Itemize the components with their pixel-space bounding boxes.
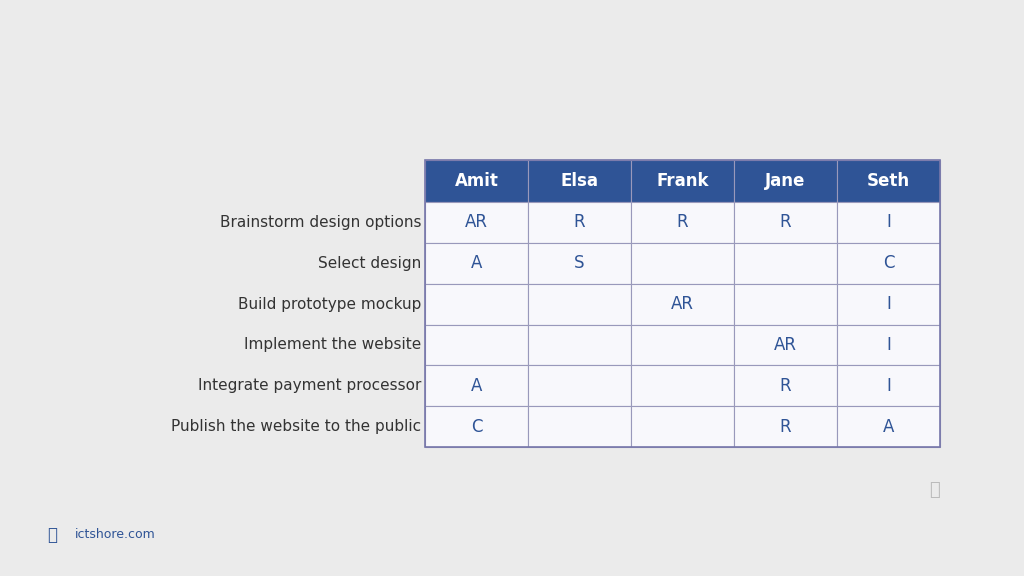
Bar bbox=[528, 243, 631, 283]
Bar bbox=[837, 160, 940, 202]
Bar bbox=[528, 283, 631, 324]
Text: C: C bbox=[471, 418, 482, 435]
Bar bbox=[631, 160, 734, 202]
Bar bbox=[425, 160, 940, 447]
Text: AR: AR bbox=[671, 295, 694, 313]
Text: Seth: Seth bbox=[867, 172, 910, 190]
Text: Jane: Jane bbox=[765, 172, 806, 190]
Bar bbox=[528, 406, 631, 447]
Text: Elsa: Elsa bbox=[560, 172, 598, 190]
Bar bbox=[734, 283, 837, 324]
Bar bbox=[425, 202, 528, 243]
Bar bbox=[528, 202, 631, 243]
Text: Amit: Amit bbox=[455, 172, 499, 190]
Bar bbox=[837, 324, 940, 365]
Text: Build prototype mockup: Build prototype mockup bbox=[238, 297, 421, 312]
Bar bbox=[425, 283, 528, 324]
Bar bbox=[837, 283, 940, 324]
Text: R: R bbox=[779, 214, 792, 232]
Text: Implement the website: Implement the website bbox=[244, 338, 421, 353]
Bar bbox=[528, 160, 631, 202]
Bar bbox=[734, 365, 837, 406]
Text: R: R bbox=[779, 377, 792, 395]
Text: 🔊: 🔊 bbox=[930, 481, 940, 499]
Bar bbox=[528, 324, 631, 365]
Text: I: I bbox=[886, 214, 891, 232]
Text: R: R bbox=[677, 214, 688, 232]
Text: I: I bbox=[886, 336, 891, 354]
Bar bbox=[734, 324, 837, 365]
Text: A: A bbox=[471, 254, 482, 272]
Bar bbox=[837, 202, 940, 243]
Text: A: A bbox=[471, 377, 482, 395]
Text: A: A bbox=[883, 418, 894, 435]
Bar bbox=[425, 406, 528, 447]
Text: ictshore.com: ictshore.com bbox=[75, 529, 156, 541]
Text: I: I bbox=[886, 377, 891, 395]
Bar bbox=[631, 283, 734, 324]
Bar bbox=[425, 160, 528, 202]
Bar bbox=[425, 243, 528, 283]
Bar bbox=[837, 406, 940, 447]
Text: Select design: Select design bbox=[317, 256, 421, 271]
Bar bbox=[425, 365, 528, 406]
Bar bbox=[631, 202, 734, 243]
Bar bbox=[734, 406, 837, 447]
Text: Publish the website to the public: Publish the website to the public bbox=[171, 419, 421, 434]
Text: R: R bbox=[573, 214, 586, 232]
Bar bbox=[631, 365, 734, 406]
Text: I: I bbox=[886, 295, 891, 313]
Text: C: C bbox=[883, 254, 894, 272]
Bar bbox=[837, 365, 940, 406]
Bar bbox=[631, 406, 734, 447]
Text: Brainstorm design options: Brainstorm design options bbox=[219, 215, 421, 230]
Text: R: R bbox=[779, 418, 792, 435]
Text: Integrate payment processor: Integrate payment processor bbox=[198, 378, 421, 393]
Bar bbox=[631, 324, 734, 365]
Bar bbox=[631, 243, 734, 283]
Bar bbox=[425, 324, 528, 365]
Text: ⛵: ⛵ bbox=[47, 526, 57, 544]
Text: S: S bbox=[574, 254, 585, 272]
Text: Frank: Frank bbox=[656, 172, 709, 190]
Bar bbox=[528, 365, 631, 406]
Bar bbox=[734, 202, 837, 243]
Bar bbox=[734, 243, 837, 283]
Bar bbox=[837, 243, 940, 283]
Text: AR: AR bbox=[774, 336, 797, 354]
Bar bbox=[734, 160, 837, 202]
Text: AR: AR bbox=[465, 214, 488, 232]
